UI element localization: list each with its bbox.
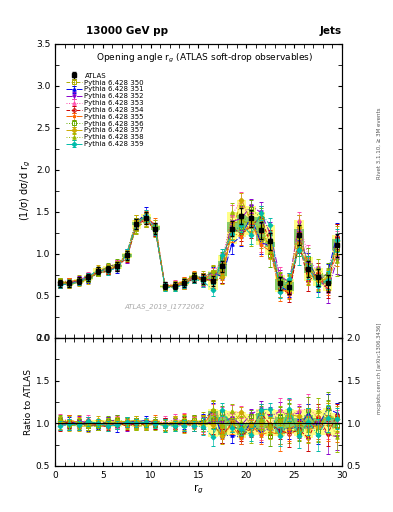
X-axis label: r$_g$: r$_g$ — [193, 482, 204, 496]
Text: Opening angle r$_g$ (ATLAS soft-drop observables): Opening angle r$_g$ (ATLAS soft-drop obs… — [95, 52, 313, 66]
Text: Rivet 3.1.10, ≥ 3M events: Rivet 3.1.10, ≥ 3M events — [377, 108, 382, 179]
Y-axis label: (1/σ) dσ/d r$_g$: (1/σ) dσ/d r$_g$ — [18, 160, 33, 222]
Legend: ATLAS, Pythia 6.428 350, Pythia 6.428 351, Pythia 6.428 352, Pythia 6.428 353, P: ATLAS, Pythia 6.428 350, Pythia 6.428 35… — [64, 70, 147, 150]
Y-axis label: Ratio to ATLAS: Ratio to ATLAS — [24, 369, 33, 435]
Text: Jets: Jets — [320, 26, 342, 36]
Text: mcplots.cern.ch [arXiv:1306.3436]: mcplots.cern.ch [arXiv:1306.3436] — [377, 323, 382, 414]
Text: ATLAS_2019_I1772062: ATLAS_2019_I1772062 — [124, 304, 204, 310]
Text: 13000 GeV pp: 13000 GeV pp — [86, 26, 169, 36]
